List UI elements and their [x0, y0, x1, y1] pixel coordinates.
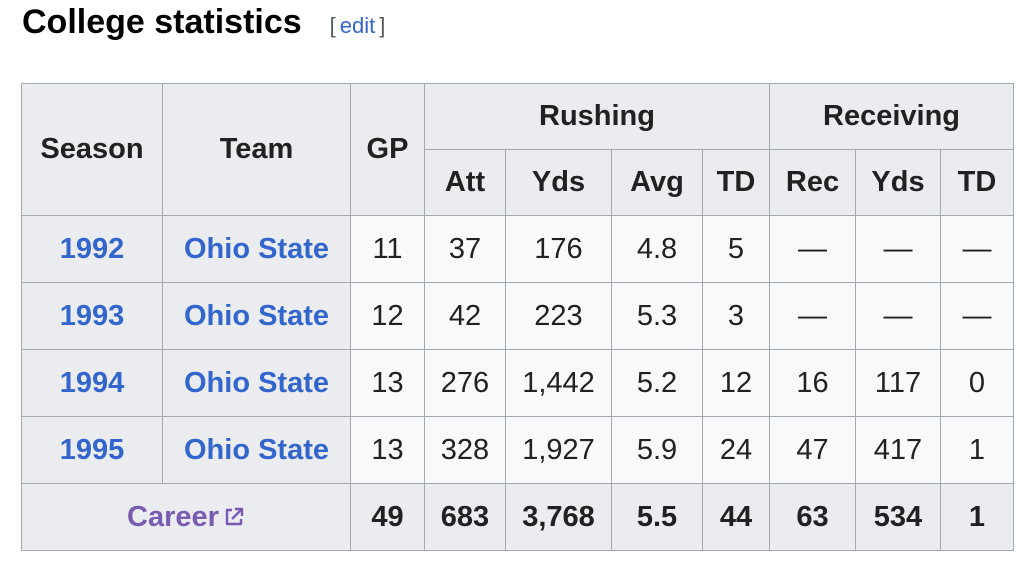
career-gp-cell: 49: [350, 483, 425, 551]
rush-yds-cell: 1,442: [505, 349, 612, 417]
rush-avg-cell: 4.8: [611, 215, 703, 283]
rec-yds-cell: 117: [855, 349, 941, 417]
rec-td-cell: 0: [940, 349, 1014, 417]
edit-bracket-close: ]: [379, 13, 386, 38]
header-row-columns: Att Yds Avg TD Rec Yds TD: [22, 149, 1014, 216]
header-rec-yds: Yds: [855, 149, 941, 216]
college-statistics-table: Season Team GP Rushing Receiving Att Yds…: [21, 83, 1014, 551]
season-cell: 1994: [21, 349, 163, 417]
rec-cell: 47: [769, 416, 856, 484]
team-link[interactable]: Ohio State: [183, 366, 329, 399]
career-rush-td-cell: 44: [702, 483, 770, 551]
team-cell: Ohio State: [162, 282, 351, 350]
external-link-icon: [225, 507, 244, 525]
header-rushing: Rushing: [424, 83, 770, 150]
gp-cell: 13: [350, 416, 425, 484]
career-rush-yds-cell: 3,768: [505, 483, 612, 551]
team-cell: Ohio State: [162, 349, 351, 417]
header-rec-td: TD: [940, 149, 1014, 216]
edit-link[interactable]: edit: [339, 13, 376, 38]
team-cell: Ohio State: [162, 215, 351, 283]
rush-avg-cell: 5.2: [611, 349, 703, 417]
rec-td-cell: —: [940, 282, 1014, 350]
gp-cell: 13: [350, 349, 425, 417]
rec-yds-cell: —: [855, 215, 941, 283]
career-rec-td-cell: 1: [940, 483, 1014, 551]
table-row: 1994 Ohio State 13 276 1,442 5.2 12 16 1…: [21, 349, 1014, 417]
header-rec: Rec: [769, 149, 856, 216]
rec-yds-cell: —: [855, 282, 941, 350]
team-link[interactable]: Ohio State: [183, 232, 329, 265]
rec-cell: —: [769, 215, 856, 283]
rush-avg-cell: 5.9: [611, 416, 703, 484]
rush-yds-cell: 223: [505, 282, 612, 350]
career-cell: Career: [21, 483, 351, 551]
edit-bracket-open: [: [329, 13, 336, 38]
rec-td-cell: 1: [940, 416, 1014, 484]
rec-yds-cell: 417: [855, 416, 941, 484]
team-cell: Ohio State: [162, 416, 351, 484]
rec-td-cell: —: [940, 215, 1014, 283]
table-row: 1993 Ohio State 12 42 223 5.3 3 — — —: [21, 282, 1014, 350]
table-row: 1995 Ohio State 13 328 1,927 5.9 24 47 4…: [21, 416, 1014, 484]
header-receiving: Receiving: [769, 83, 1014, 150]
season-link[interactable]: 1994: [59, 366, 125, 399]
header-season: Season: [21, 83, 163, 216]
gp-cell: 12: [350, 282, 425, 350]
career-row: Career 49 683 3,768 5.5 44 63 534 1: [21, 483, 1014, 551]
rush-yds-cell: 176: [505, 215, 612, 283]
season-link[interactable]: 1992: [59, 232, 125, 265]
section-heading: College statistics [edit]: [22, 0, 385, 44]
header-row-groups: Season Team GP Rushing Receiving: [21, 83, 1014, 216]
season-cell: 1995: [21, 416, 163, 484]
career-rec-yds-cell: 534: [855, 483, 941, 551]
team-link[interactable]: Ohio State: [183, 433, 329, 466]
career-rush-att-cell: 683: [424, 483, 506, 551]
rush-att-cell: 328: [424, 416, 506, 484]
season-cell: 1992: [21, 215, 163, 283]
edit-section: [edit]: [330, 13, 386, 39]
rec-cell: 16: [769, 349, 856, 417]
header-rush-att: Att: [424, 149, 506, 216]
season-link[interactable]: 1995: [59, 433, 125, 466]
section-title: College statistics: [22, 2, 302, 41]
rush-yds-cell: 1,927: [505, 416, 612, 484]
season-link[interactable]: 1993: [59, 299, 125, 332]
header-gp: GP: [350, 83, 425, 216]
gp-cell: 11: [350, 215, 425, 283]
career-rush-avg-cell: 5.5: [611, 483, 703, 551]
header-rush-avg: Avg: [611, 149, 703, 216]
header-team: Team: [162, 83, 351, 216]
table-row: 1992 Ohio State 11 37 176 4.8 5 — — —: [21, 215, 1014, 283]
rush-td-cell: 12: [702, 349, 770, 417]
rush-att-cell: 42: [424, 282, 506, 350]
header-rush-yds: Yds: [505, 149, 612, 216]
rush-avg-cell: 5.3: [611, 282, 703, 350]
rush-att-cell: 276: [424, 349, 506, 417]
rush-td-cell: 24: [702, 416, 770, 484]
team-link[interactable]: Ohio State: [183, 299, 329, 332]
career-label: Career: [127, 500, 219, 533]
career-link[interactable]: Career: [127, 501, 245, 533]
rush-att-cell: 37: [424, 215, 506, 283]
header-rush-td: TD: [702, 149, 770, 216]
rec-cell: —: [769, 282, 856, 350]
career-rec-cell: 63: [769, 483, 856, 551]
rush-td-cell: 3: [702, 282, 770, 350]
season-cell: 1993: [21, 282, 163, 350]
rush-td-cell: 5: [702, 215, 770, 283]
